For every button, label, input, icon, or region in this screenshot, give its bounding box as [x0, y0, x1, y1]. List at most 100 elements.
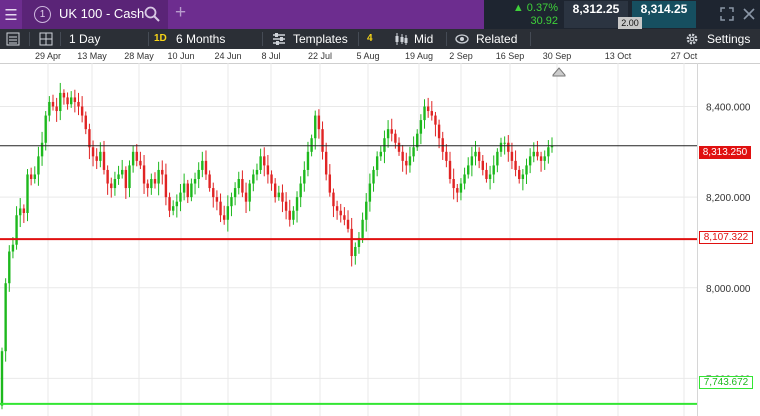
separator	[29, 32, 30, 46]
candle-body	[88, 129, 91, 148]
eye-icon	[455, 34, 469, 44]
candle-body	[448, 160, 452, 180]
x-tick-label: 10 Jun	[167, 51, 195, 61]
buy-price-button[interactable]: 8,314.25	[632, 1, 696, 28]
time-axis: 29 Apr 13 May 28 May 10 Jun 24 Jun 8 Jul 22 Ju…	[0, 49, 760, 64]
x-tick-label: 16 Sep	[495, 51, 525, 61]
candle-body	[128, 165, 131, 189]
candle-body	[408, 156, 412, 166]
candle-body	[226, 206, 230, 220]
candle-body	[237, 179, 240, 189]
candle-body	[321, 129, 324, 152]
interval-selector[interactable]: 1 Day	[69, 32, 101, 46]
candle-body	[212, 188, 215, 198]
expand-icon[interactable]	[720, 7, 734, 21]
candle-body	[201, 160, 204, 170]
candle-body	[419, 120, 423, 134]
candle-body	[263, 156, 266, 166]
candle-body	[350, 228, 353, 257]
interval-badge: 1D	[154, 33, 167, 44]
candle-body	[507, 142, 510, 152]
candle-body	[59, 92, 62, 112]
candle-body	[66, 97, 69, 105]
candle-body	[284, 201, 288, 211]
candle-body	[248, 183, 251, 202]
candle-body	[536, 151, 539, 157]
candle-body	[492, 165, 495, 175]
instrument-name: UK 100 - Cash	[59, 6, 145, 21]
range-selector[interactable]: 6 Months	[176, 32, 226, 46]
x-tick-label: 19 Aug	[404, 51, 434, 61]
candle-body	[204, 160, 208, 175]
x-tick-label: 8 Jul	[261, 51, 281, 61]
candle-body	[208, 174, 211, 189]
candle-body	[26, 174, 29, 213]
candle-body	[219, 201, 222, 216]
candle-body	[368, 183, 372, 202]
spread-value: 2.00	[618, 17, 642, 29]
candle-body	[437, 124, 441, 139]
candle-body	[401, 151, 404, 161]
candle-body	[343, 215, 346, 220]
x-tick-label: 30 Sep	[542, 51, 572, 61]
candle-body	[426, 106, 430, 112]
candle-body	[441, 138, 444, 152]
candle-body	[335, 206, 339, 211]
search-icon[interactable]	[143, 5, 161, 23]
candle-body	[273, 183, 277, 198]
candle-body	[372, 169, 375, 184]
candle-body	[77, 101, 80, 107]
candle-body	[324, 151, 328, 175]
candle-body	[168, 197, 171, 211]
price-mode-selector[interactable]: Mid	[414, 32, 434, 46]
change-percent: ▲ 0.37%	[512, 2, 558, 14]
separator	[148, 32, 149, 46]
menu-icon[interactable]: ☰	[4, 6, 18, 24]
y-tick-label: 8,400.000	[706, 103, 751, 114]
candle-body	[521, 174, 525, 180]
candle-body	[394, 133, 397, 143]
instrument-tab[interactable]: 1 UK 100 - Cash	[22, 0, 168, 29]
candle-body	[445, 151, 448, 161]
related-button[interactable]: Related	[476, 32, 518, 46]
candle-body	[73, 97, 77, 102]
list-view-icon[interactable]	[6, 32, 20, 46]
scroll-handle-icon[interactable]	[552, 67, 566, 77]
settings-button[interactable]: Settings	[707, 32, 751, 46]
candle-body	[481, 160, 484, 170]
candle-body	[474, 151, 477, 157]
candle-body	[139, 160, 142, 166]
candle-body	[383, 138, 386, 152]
templates-button[interactable]: Templates	[293, 32, 348, 46]
tab-number-badge: 1	[34, 6, 51, 23]
candle-body	[299, 183, 302, 198]
separator	[530, 32, 531, 46]
candle-body	[29, 174, 33, 180]
x-tick-label: 22 Jul	[307, 51, 333, 61]
candle-body	[332, 192, 335, 207]
layout-grid-icon[interactable]	[39, 32, 53, 46]
add-tab-button[interactable]: +	[175, 2, 187, 23]
candle-body	[488, 174, 492, 180]
candle-body	[357, 237, 361, 247]
candle-body	[346, 219, 350, 229]
candle-body	[463, 174, 466, 184]
candle-body	[51, 101, 55, 107]
change-points: 30.92	[530, 15, 558, 27]
gear-icon	[686, 33, 698, 45]
candle-body	[459, 183, 463, 193]
candle-body	[277, 192, 281, 198]
candle-body	[266, 165, 270, 175]
sell-price-button[interactable]: 8,312.25	[564, 1, 628, 28]
candle-body	[255, 169, 259, 175]
y-tick-label: 8,200.000	[706, 193, 751, 204]
candle-body	[11, 244, 15, 252]
candle-body	[22, 208, 26, 213]
top-bar: ☰ 1 UK 100 - Cash + ▲ 0.37% 30.92 8,312.…	[0, 0, 760, 29]
candle-body	[354, 246, 357, 257]
candle-body	[310, 138, 313, 152]
candle-body	[40, 142, 44, 157]
candle-body	[532, 151, 535, 157]
close-icon[interactable]	[742, 7, 756, 21]
